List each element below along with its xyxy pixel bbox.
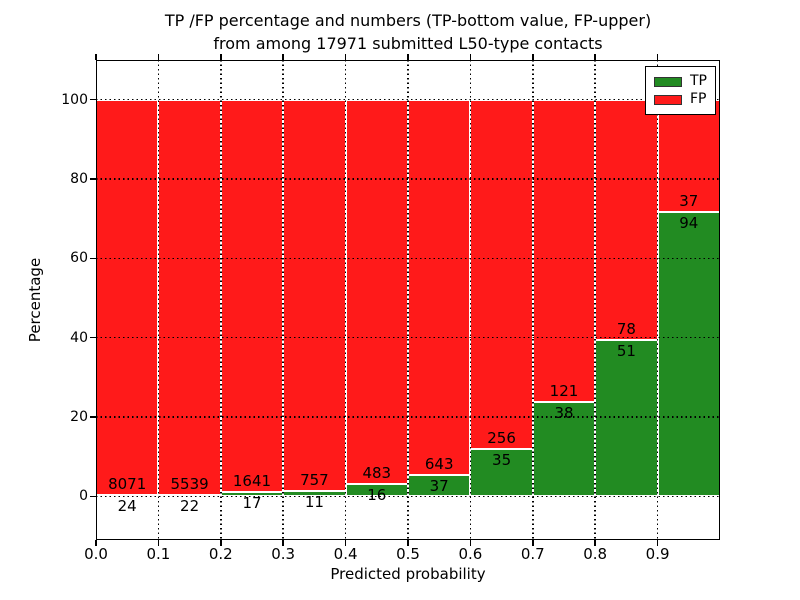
bar-count-label-fp: 5539 bbox=[170, 474, 209, 493]
x-axis-label: Predicted probability bbox=[330, 565, 486, 583]
gridline-vertical bbox=[656, 60, 659, 540]
bar-count-label-tp: 22 bbox=[180, 496, 200, 515]
legend-label-tp: TP bbox=[690, 73, 707, 89]
x-tick-bottom bbox=[656, 540, 659, 546]
legend-row-tp: TP bbox=[654, 73, 707, 90]
x-tick-label: 0.7 bbox=[520, 545, 545, 563]
bar-segment-fp bbox=[158, 99, 221, 495]
y-tick-label: 20 bbox=[70, 409, 88, 426]
gridline-vertical bbox=[157, 60, 160, 540]
bar-count-label-tp: 24 bbox=[117, 497, 137, 516]
bar-segment-fp bbox=[96, 99, 159, 496]
gridline-vertical bbox=[532, 60, 534, 540]
x-tick-top bbox=[220, 54, 222, 60]
bar-count-label-fp: 757 bbox=[300, 470, 329, 489]
plot-area: 8071 24 5539 22 1641 17 757 11 483 16 643 37 256 35 12… bbox=[90, 54, 720, 546]
y-tick-left bbox=[90, 416, 96, 418]
x-tick-top bbox=[95, 54, 97, 60]
y-tick-label: 60 bbox=[70, 250, 88, 267]
x-tick-bottom bbox=[220, 540, 222, 546]
bar-count-label-tp: 37 bbox=[429, 476, 449, 495]
x-tick-label: 0.3 bbox=[271, 545, 296, 563]
x-tick-label: 0.8 bbox=[583, 545, 608, 563]
x-tick-bottom bbox=[282, 540, 284, 546]
bar-count-label-tp: 17 bbox=[242, 494, 262, 513]
x-tick-label: 0.0 bbox=[84, 545, 108, 563]
bar-segment-fp bbox=[470, 99, 533, 449]
x-tick-label: 0.6 bbox=[458, 545, 483, 563]
bar-count-label-fp: 8071 bbox=[108, 475, 147, 494]
bar-segment-fp bbox=[408, 99, 471, 475]
bar-segment-tp bbox=[657, 211, 720, 497]
legend: TP FP bbox=[645, 66, 716, 115]
y-tick-label: 80 bbox=[70, 171, 88, 187]
bar-count-label-fp: 78 bbox=[616, 319, 636, 338]
gridline-vertical bbox=[407, 60, 409, 540]
x-tick-bottom bbox=[95, 540, 97, 546]
x-tick-bottom bbox=[344, 540, 347, 546]
chart-title-line2: from among 17971 submitted L50-type cont… bbox=[213, 34, 603, 53]
gridline-vertical bbox=[344, 60, 347, 540]
x-tick-label: 0.1 bbox=[146, 545, 171, 563]
legend-label-fp: FP bbox=[690, 91, 707, 107]
gridline-vertical bbox=[469, 60, 472, 540]
y-tick-label: 40 bbox=[70, 329, 88, 346]
x-tick-label: 0.5 bbox=[396, 545, 420, 563]
bar-count-label-tp: 38 bbox=[554, 403, 574, 422]
y-tick-label: 100 bbox=[61, 91, 88, 108]
x-tick-top bbox=[157, 54, 160, 60]
legend-swatch-tp-icon bbox=[654, 76, 682, 87]
bar-count-label-tp: 16 bbox=[367, 485, 387, 504]
x-tick-top bbox=[344, 54, 347, 60]
x-tick-top bbox=[594, 54, 596, 60]
chart-title-line1: TP /FP percentage and numbers (TP-bottom… bbox=[164, 11, 652, 30]
y-tick-left bbox=[90, 178, 96, 180]
x-tick-bottom bbox=[594, 540, 596, 546]
bar-segment-fp bbox=[532, 99, 596, 402]
gridline-vertical bbox=[282, 60, 284, 540]
x-tick-top bbox=[656, 54, 659, 60]
chart-title: TP /FP percentage and numbers (TP-bottom… bbox=[96, 9, 720, 55]
legend-swatch-fp-icon bbox=[654, 94, 682, 105]
bar-count-label-fp: 643 bbox=[424, 454, 454, 473]
gridline-vertical bbox=[594, 60, 596, 540]
bar-count-label-fp: 37 bbox=[679, 191, 699, 210]
bar-segment-tp bbox=[595, 339, 658, 497]
x-tick-bottom bbox=[157, 540, 160, 546]
x-tick-label: 0.4 bbox=[333, 545, 358, 563]
x-tick-top bbox=[532, 54, 534, 60]
bar-segment-fp bbox=[220, 99, 284, 493]
bar-segment-fp bbox=[345, 99, 408, 484]
y-tick-label: 0 bbox=[79, 488, 88, 505]
bar-segment-fp bbox=[283, 99, 346, 491]
x-tick-bottom bbox=[407, 540, 409, 546]
legend-row-fp: FP bbox=[654, 91, 707, 108]
bar-count-label-tp: 35 bbox=[492, 450, 512, 469]
bar-count-label-fp: 1641 bbox=[232, 472, 272, 491]
gridline-vertical bbox=[220, 60, 222, 540]
x-tick-top bbox=[282, 54, 284, 60]
x-tick-top bbox=[407, 54, 409, 60]
bar-segment-fp bbox=[595, 99, 658, 340]
x-tick-label: 0.9 bbox=[645, 545, 670, 563]
y-tick-left bbox=[90, 336, 96, 339]
y-tick-left bbox=[90, 495, 96, 498]
x-tick-bottom bbox=[532, 540, 534, 546]
bar-count-label-tp: 11 bbox=[304, 492, 324, 511]
bar-count-label-tp: 94 bbox=[679, 213, 699, 232]
y-tick-left bbox=[90, 98, 96, 101]
x-tick-bottom bbox=[469, 540, 472, 546]
x-tick-top bbox=[469, 54, 472, 60]
y-tick-left bbox=[90, 257, 96, 260]
bar-count-label-fp: 256 bbox=[487, 428, 516, 447]
bar-count-label-fp: 121 bbox=[549, 381, 579, 400]
x-tick-label: 0.2 bbox=[208, 545, 233, 563]
bar-count-label-tp: 51 bbox=[616, 341, 636, 360]
bar-count-label-fp: 483 bbox=[362, 463, 392, 482]
